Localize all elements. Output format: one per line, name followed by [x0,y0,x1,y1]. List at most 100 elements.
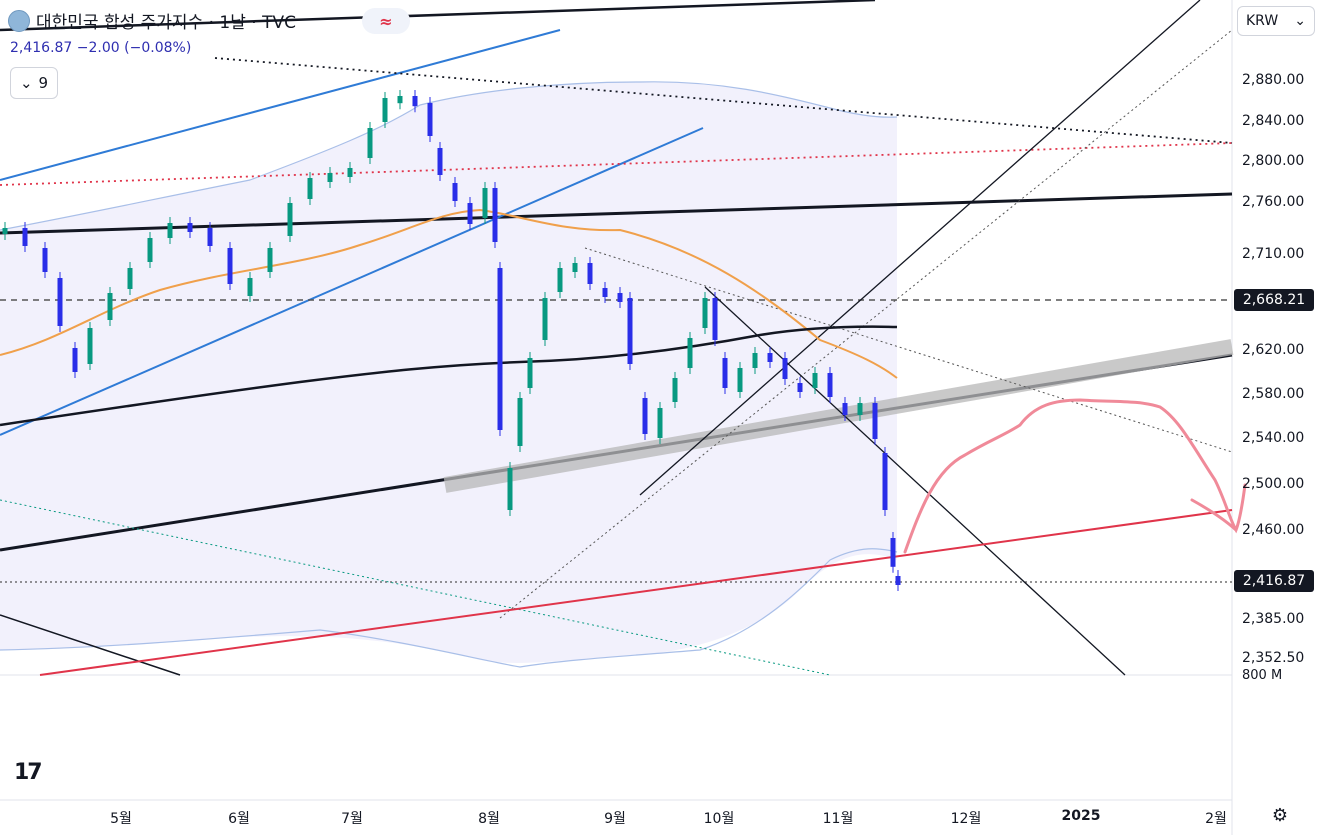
candle-body [712,298,718,340]
ma-orange [0,208,898,379]
settings-icon[interactable]: ⚙ [1271,805,1289,826]
ma-black [0,325,898,427]
y-tick: 2,710.00 [1242,246,1305,262]
channel-upper [0,29,561,181]
candle-body [287,203,293,236]
black-falling-line [704,286,1126,676]
tradingview-logo[interactable]: 17 [14,760,43,785]
forecast-path [903,398,1247,554]
chart-header: 대한민국 합성 주가지수 · 1날 · TVC [8,8,296,33]
candle-body [497,268,503,430]
candle-body [895,576,901,585]
bollinger-lower [0,548,898,668]
indicators-toggle-button[interactable]: ⌄ 9 [10,67,58,99]
grey-band [443,339,1234,493]
candles-group [2,90,901,591]
candle-body [872,403,878,439]
candle-body [842,403,848,415]
candle-body [882,453,888,510]
symbol-title[interactable]: 대한민국 합성 주가지수 · 1날 · TVC [36,13,296,33]
candle-body [542,298,548,340]
candle-body [827,373,833,397]
candle-body [737,368,743,392]
candle-body [890,538,896,567]
x-tick: 12월 [950,811,982,827]
candle-body [507,468,513,510]
top-resistance-line [0,0,876,32]
indicators-count: 9 [38,74,49,92]
candle-body [367,128,373,158]
candle-body [517,398,523,446]
candle-body [107,293,113,320]
candle-body [22,228,28,246]
compare-icon[interactable]: ≈ [362,8,410,34]
candle-body [207,228,213,246]
candle-body [247,278,253,296]
candle-body [527,358,533,388]
y-tick: 2,500.00 [1242,476,1305,492]
candle-body [657,408,663,438]
candle-body [617,293,623,302]
candle-body [672,378,678,402]
candle-body [72,348,78,372]
candle-body [2,228,8,234]
y-tick: 2,840.00 [1242,113,1305,129]
candle-body [147,238,153,262]
candle-body [187,223,193,232]
price-badge-last: 2,416.87 [1234,570,1314,592]
x-tick: 6월 [228,811,250,827]
bollinger-upper [0,81,898,231]
y-tick: 2,352.50 [1242,650,1305,666]
chevron-down-icon: ⌄ [19,74,33,92]
candle-body [557,268,563,292]
candle-body [427,103,433,136]
candle-body [857,403,863,415]
red-dotted [0,142,1233,186]
candle-body [782,358,788,379]
dotted-descending [214,57,1233,144]
candle-body [347,168,353,177]
candle-body [267,248,273,272]
candle-body [87,328,93,364]
thin-dotted-descending [584,247,1233,453]
channel-lower [0,127,704,436]
candle-body [307,178,313,199]
currency-select[interactable]: KRW ⌄ [1237,6,1315,36]
red-support-line [39,509,1233,676]
candle-body [752,353,758,368]
candle-body [602,288,608,297]
y-tick: 2,385.00 [1242,611,1305,627]
candle-body [492,188,498,242]
candle-body [587,263,593,284]
candle-body [572,263,578,272]
y-tick: 2,540.00 [1242,430,1305,446]
x-tick: 7월 [341,811,363,827]
candle-body [627,298,633,364]
candle-body [642,398,648,434]
candle-body [167,223,173,238]
volume-tick: 800 M [1242,668,1283,683]
candle-body [812,373,818,388]
x-tick: 9월 [604,811,626,827]
candle-body [482,188,488,218]
price-line: 2,416.87 −2.00 (−0.08%) [10,40,192,56]
x-tick: 10월 [703,811,735,827]
x-tick: 5월 [110,811,132,827]
y-tick: 2,580.00 [1242,386,1305,402]
candle-body [722,358,728,388]
price-badge-dashed: 2,668.21 [1234,289,1314,311]
chevron-down-icon: ⌄ [1294,13,1306,29]
candle-body [42,248,48,272]
candle-body [57,278,63,326]
y-tick: 2,880.00 [1242,72,1305,88]
candle-body [227,248,233,284]
candle-body [327,173,333,182]
y-tick: 2,760.00 [1242,194,1305,210]
candle-body [467,203,473,224]
candle-body [767,353,773,362]
y-tick: 2,460.00 [1242,522,1305,538]
bottom-left-line [0,614,181,676]
candle-body [437,148,443,175]
candle-body [127,268,133,289]
